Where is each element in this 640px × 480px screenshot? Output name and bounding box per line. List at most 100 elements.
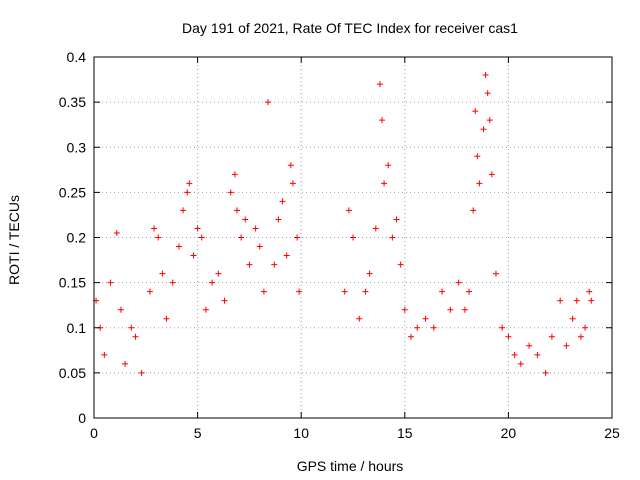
data-point	[474, 153, 481, 160]
data-point	[414, 324, 421, 331]
data-point	[275, 216, 282, 223]
data-point	[588, 297, 595, 304]
data-point	[472, 108, 479, 115]
data-point	[227, 189, 234, 196]
data-point	[260, 288, 267, 295]
data-point	[238, 234, 245, 241]
data-point	[113, 229, 120, 236]
x-tick-label: 10	[293, 425, 309, 441]
data-point	[517, 360, 524, 367]
data-point	[209, 279, 216, 286]
data-point	[461, 306, 468, 313]
data-point	[577, 333, 584, 340]
data-point	[476, 180, 483, 187]
y-tick-label: 0.3	[67, 139, 87, 155]
data-point	[482, 72, 489, 79]
data-point	[439, 288, 446, 295]
y-tick-label: 0.25	[59, 184, 86, 200]
data-point	[287, 162, 294, 169]
data-point	[466, 288, 473, 295]
data-point	[101, 351, 108, 358]
data-point	[569, 315, 576, 322]
data-point	[184, 189, 191, 196]
x-tick-label: 5	[194, 425, 202, 441]
data-point	[389, 234, 396, 241]
y-tick-label: 0.1	[67, 320, 87, 336]
x-tick-labels: 0 5 10 15 20 25	[90, 425, 620, 441]
data-point	[470, 207, 477, 214]
data-point	[385, 162, 392, 169]
data-point	[265, 99, 272, 106]
data-points	[93, 72, 595, 376]
axis-ticks	[93, 56, 613, 419]
data-point	[341, 288, 348, 295]
data-point	[345, 207, 352, 214]
data-point	[279, 198, 286, 205]
data-point	[488, 171, 495, 178]
data-point	[252, 225, 259, 232]
data-point	[283, 252, 290, 259]
y-tick-label: 0.2	[67, 230, 87, 246]
data-point	[194, 225, 201, 232]
data-point	[107, 279, 114, 286]
y-axis-label: ROTI / TECUs	[6, 195, 22, 285]
data-point	[190, 252, 197, 259]
data-point	[376, 81, 383, 88]
x-tick-label: 15	[397, 425, 413, 441]
y-tick-label: 0.35	[59, 94, 86, 110]
data-point	[246, 261, 253, 268]
data-point	[356, 315, 363, 322]
data-point	[492, 270, 499, 277]
data-point	[484, 90, 491, 97]
data-point	[289, 180, 296, 187]
data-point	[557, 297, 564, 304]
data-point	[169, 279, 176, 286]
data-point	[486, 117, 493, 124]
y-tick-labels: 0 0.05 0.1 0.15 0.2 0.25 0.3 0.35 0.4	[59, 49, 86, 426]
data-point	[573, 297, 580, 304]
data-point	[231, 171, 238, 178]
data-point	[271, 261, 278, 268]
data-point	[366, 270, 373, 277]
data-point	[362, 288, 369, 295]
data-point	[447, 306, 454, 313]
x-tick-label: 0	[90, 425, 98, 441]
data-point	[186, 180, 193, 187]
chart-title: Day 191 of 2021, Rate Of TEC Index for r…	[182, 20, 518, 36]
data-point	[430, 324, 437, 331]
data-point	[117, 306, 124, 313]
data-point	[146, 288, 153, 295]
data-point	[198, 234, 205, 241]
data-point	[159, 270, 166, 277]
data-point	[548, 333, 555, 340]
data-point	[132, 333, 139, 340]
data-point	[401, 306, 408, 313]
data-point	[128, 324, 135, 331]
data-point	[422, 315, 429, 322]
data-point	[296, 288, 303, 295]
data-point	[163, 315, 170, 322]
data-point	[175, 243, 182, 250]
data-point	[372, 225, 379, 232]
data-point	[563, 342, 570, 349]
data-point	[526, 342, 533, 349]
data-point	[215, 270, 222, 277]
data-point	[381, 180, 388, 187]
data-point	[242, 216, 249, 223]
data-point	[151, 225, 158, 232]
data-point	[505, 333, 512, 340]
data-point	[511, 351, 518, 358]
y-tick-label: 0.15	[59, 275, 86, 291]
data-point	[408, 333, 415, 340]
data-point	[455, 279, 462, 286]
data-point	[350, 234, 356, 241]
x-tick-label: 25	[604, 425, 620, 441]
x-tick-label: 20	[501, 425, 517, 441]
y-tick-label: 0	[78, 410, 86, 426]
data-point	[294, 234, 301, 241]
data-point	[393, 216, 400, 223]
data-point	[397, 261, 404, 268]
y-tick-label: 0.4	[67, 49, 87, 65]
data-point	[582, 324, 589, 331]
